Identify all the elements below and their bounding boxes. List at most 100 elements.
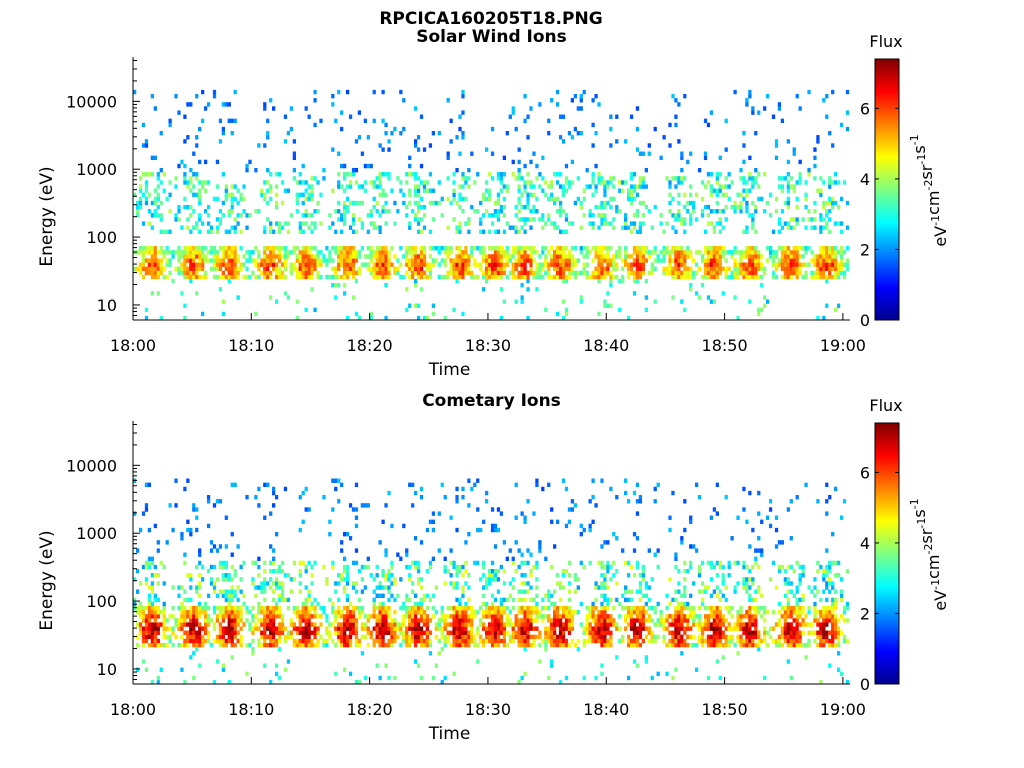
spectrogram-cell <box>724 258 728 263</box>
spectrogram-cell <box>470 614 474 619</box>
spectrogram-cell <box>343 258 347 263</box>
spectrogram-cell <box>340 258 344 263</box>
spectrogram-cell <box>715 176 719 181</box>
spectrogram-cell <box>419 630 424 635</box>
spectrogram-cell <box>626 614 631 619</box>
spectrogram-cell <box>257 209 261 214</box>
spectrogram-cell <box>467 217 471 222</box>
spectrogram-cell <box>446 176 450 181</box>
spectrogram-cell <box>786 188 790 193</box>
spectrogram-cell <box>771 250 776 255</box>
spectrogram-cell <box>408 266 412 271</box>
spectrogram-cell <box>668 527 672 533</box>
spectrogram-cell <box>266 618 270 623</box>
spectrogram-cell <box>387 270 391 276</box>
spectrogram-cell <box>520 283 524 288</box>
spectrogram-cell <box>603 618 607 623</box>
spectrogram-cell <box>564 614 569 619</box>
spectrogram-cell <box>405 262 409 267</box>
spectrogram-cell <box>378 605 382 611</box>
spectrogram-cell <box>686 568 690 574</box>
spectrogram-cell <box>221 667 225 672</box>
spectrogram-cell <box>192 274 196 280</box>
spectrogram-cell <box>547 196 551 202</box>
spectrogram-cell <box>591 614 595 619</box>
spectrogram-cell <box>381 254 385 259</box>
spectrogram-cell <box>567 573 572 578</box>
spectrogram-cell <box>280 254 285 259</box>
spectrogram-cell <box>632 246 637 251</box>
spectrogram-cell <box>230 196 234 202</box>
spectrogram-cell <box>254 311 258 317</box>
spectrogram-cell <box>254 494 258 500</box>
spectrogram-cell <box>597 274 601 280</box>
spectrogram-cell <box>570 98 575 103</box>
spectrogram-cell <box>792 254 796 259</box>
spectrogram-cell <box>212 250 217 255</box>
spectrogram-cell <box>600 630 604 635</box>
spectrogram-cell <box>343 209 347 214</box>
spectrogram-cell <box>274 585 279 590</box>
spectrogram-cell <box>162 614 166 619</box>
spectrogram-cell <box>588 622 592 627</box>
spectrogram-cell <box>218 262 223 267</box>
spectrogram-cell <box>680 180 684 185</box>
spectrogram-cell <box>745 180 749 185</box>
spectrogram-cell <box>195 605 199 611</box>
spectrogram-cell <box>588 638 592 644</box>
spectrogram-cell <box>603 642 607 648</box>
spectrogram-cell <box>455 642 459 648</box>
spectrogram-cell <box>567 130 572 136</box>
spectrogram-cell <box>609 204 613 210</box>
spectrogram-cell <box>419 601 424 607</box>
spectrogram-cell <box>514 250 518 255</box>
spectrogram-cell <box>754 254 758 259</box>
spectrogram-cell <box>674 618 678 623</box>
spectrogram-cell <box>280 585 285 590</box>
spectrogram-cell <box>150 601 155 607</box>
spectrogram-cell <box>745 102 749 107</box>
spectrogram-cell <box>192 605 196 611</box>
spectrogram-cell <box>416 303 421 308</box>
spectrogram-cell <box>455 630 459 635</box>
spectrogram-cell <box>502 196 506 202</box>
spectrogram-cell <box>393 610 397 615</box>
spectrogram-cell <box>558 254 563 259</box>
spectrogram-cell <box>819 217 823 222</box>
spectrogram-cell <box>656 618 660 623</box>
spectrogram-cell <box>724 266 728 271</box>
spectrogram-cell <box>632 250 637 255</box>
spectrogram-cell <box>301 610 305 615</box>
spectrogram-cell <box>665 250 669 255</box>
spectrogram-cell <box>206 593 211 598</box>
spectrogram-cell <box>189 246 193 251</box>
spectrogram-cell <box>227 638 231 644</box>
spectrogram-cell <box>138 246 143 251</box>
spectrogram-cell <box>736 315 740 320</box>
spectrogram-cell <box>600 593 604 598</box>
spectrogram-cell <box>547 605 551 611</box>
spectrogram-cell <box>150 254 155 259</box>
spectrogram-cell <box>230 630 234 635</box>
spectrogram-cell <box>189 204 193 210</box>
spectrogram-cell <box>638 262 643 267</box>
spectrogram-cell <box>186 250 190 255</box>
spectrogram-cell <box>351 618 356 623</box>
spectrogram-cell <box>411 589 415 594</box>
spectrogram-cell <box>479 246 483 251</box>
spectrogram-cell <box>535 209 539 214</box>
spectrogram-cell <box>177 209 181 214</box>
spectrogram-cell <box>180 605 184 611</box>
spectrogram-cell <box>218 642 223 648</box>
spectrogram-cell <box>482 626 486 631</box>
spectrogram-cell <box>674 605 678 611</box>
spectrogram-cell <box>547 634 551 640</box>
spectrogram-cell <box>201 311 205 317</box>
spectrogram-cell <box>257 556 261 562</box>
spectrogram-cell <box>414 614 418 619</box>
spectrogram-cell <box>174 217 178 222</box>
spectrogram-cell <box>422 274 427 280</box>
spectrogram-cell <box>387 274 391 280</box>
spectrogram-cell <box>683 589 687 594</box>
spectrogram-cell <box>269 188 273 193</box>
